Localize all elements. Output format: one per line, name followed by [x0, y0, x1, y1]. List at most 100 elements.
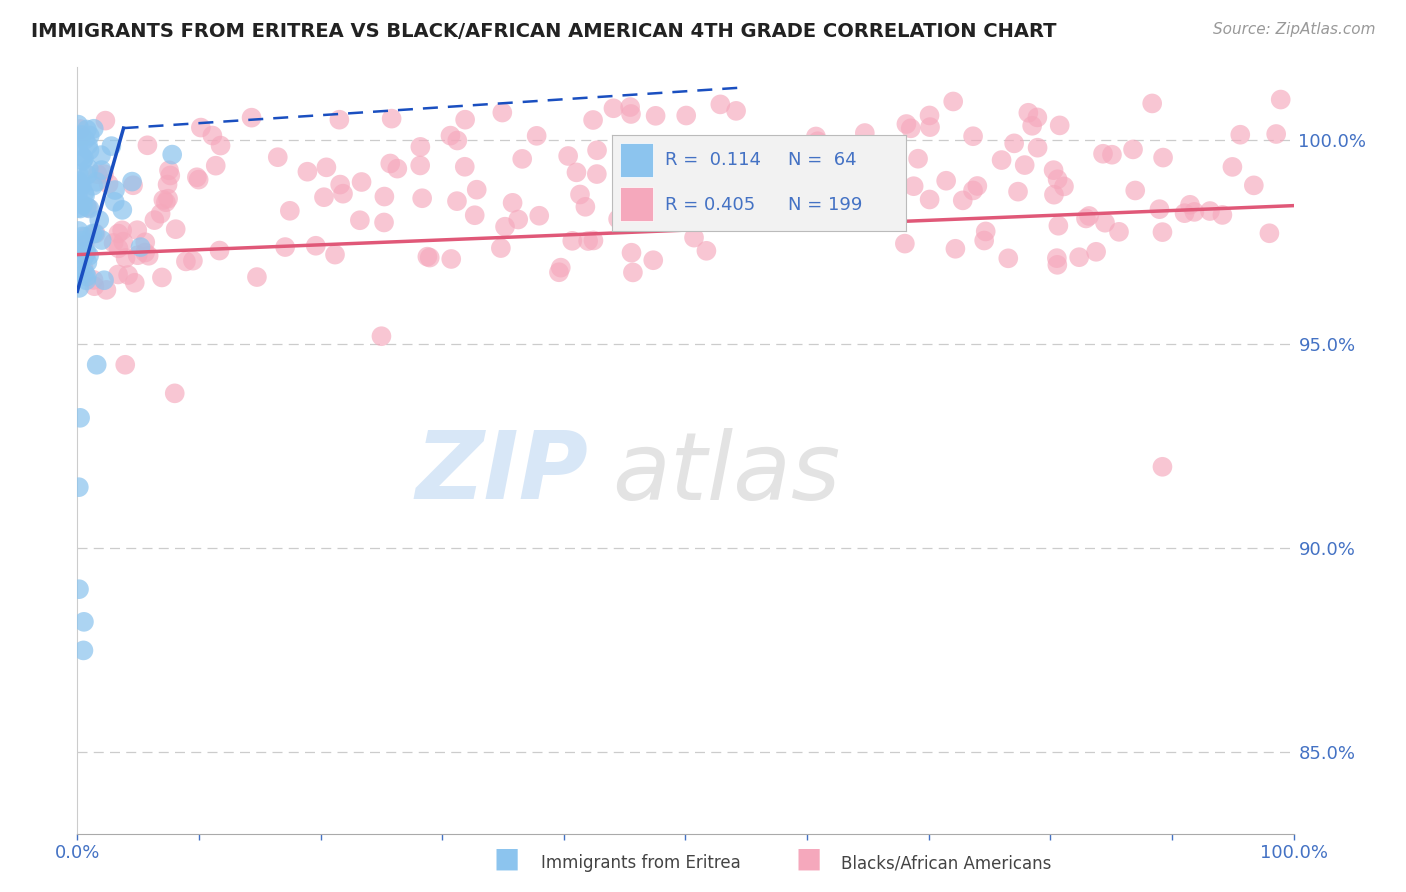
Point: [114, 358, 136, 372]
Point: [582, 113, 605, 128]
Point: [67, 224, 90, 238]
Point: [66, 201, 89, 215]
Point: [107, 227, 129, 241]
Point: [565, 165, 588, 179]
Point: [1092, 146, 1115, 161]
Point: [683, 137, 706, 152]
Point: [974, 224, 997, 238]
Point: [1270, 93, 1292, 107]
Point: [1265, 127, 1288, 141]
Text: ■: ■: [796, 845, 821, 872]
Point: [67, 582, 90, 597]
Point: [373, 215, 395, 229]
Point: [350, 175, 373, 189]
Point: [832, 156, 855, 170]
Point: [129, 240, 152, 254]
Text: N = 199: N = 199: [789, 195, 862, 214]
Point: [90, 148, 112, 162]
Point: [853, 126, 876, 140]
Point: [72, 198, 94, 212]
Point: [586, 143, 609, 157]
Text: R = 0.405: R = 0.405: [665, 195, 755, 214]
Point: [855, 207, 877, 221]
Point: [1211, 208, 1233, 222]
Point: [1229, 128, 1251, 142]
Text: Immigrants from Eritrea: Immigrants from Eritrea: [541, 855, 741, 872]
Point: [107, 241, 129, 255]
Point: [1043, 187, 1066, 202]
Point: [86, 167, 108, 181]
Text: N =  64: N = 64: [789, 152, 856, 169]
Point: [70, 129, 93, 144]
Point: [240, 111, 263, 125]
Point: [103, 235, 125, 250]
Point: [79, 202, 101, 216]
Point: [918, 120, 941, 135]
Point: [117, 268, 139, 282]
Point: [1085, 244, 1108, 259]
Point: [124, 276, 146, 290]
Point: [607, 212, 630, 227]
Point: [962, 183, 984, 197]
Point: [825, 146, 848, 161]
Point: [67, 131, 90, 145]
Point: [1152, 151, 1174, 165]
Point: [548, 265, 571, 279]
Point: [315, 161, 337, 175]
Point: [174, 254, 197, 268]
Point: [75, 230, 97, 244]
Point: [66, 138, 89, 153]
Text: Blacks/African Americans: Blacks/African Americans: [841, 855, 1052, 872]
Point: [267, 150, 290, 164]
Point: [807, 134, 830, 148]
Point: [711, 194, 734, 209]
Point: [75, 132, 97, 146]
Point: [86, 175, 108, 189]
Point: [143, 213, 166, 227]
Point: [82, 178, 104, 193]
Point: [187, 172, 209, 186]
Point: [1078, 209, 1101, 223]
Point: [1173, 206, 1195, 220]
Point: [1074, 211, 1097, 226]
Point: [69, 177, 91, 191]
Point: [373, 189, 395, 203]
Point: [1178, 198, 1201, 212]
Point: [1140, 96, 1163, 111]
Point: [72, 643, 94, 657]
Point: [77, 161, 100, 176]
Point: [962, 129, 984, 144]
Point: [440, 252, 463, 266]
Point: [749, 200, 772, 214]
Point: [966, 179, 988, 194]
Point: [446, 194, 468, 208]
Point: [439, 128, 461, 143]
Point: [619, 100, 641, 114]
Point: [111, 223, 134, 237]
Point: [96, 283, 118, 297]
Point: [83, 121, 105, 136]
Point: [446, 134, 468, 148]
Point: [69, 202, 91, 216]
Point: [526, 128, 548, 143]
Point: [627, 196, 650, 211]
Point: [76, 269, 98, 284]
Text: R =  0.114: R = 0.114: [665, 152, 761, 169]
Point: [90, 163, 112, 178]
Point: [574, 200, 596, 214]
Point: [97, 177, 120, 191]
Point: [122, 178, 145, 193]
Point: [510, 152, 533, 166]
Point: [83, 273, 105, 287]
Point: [997, 252, 1019, 266]
Point: [72, 229, 94, 244]
Point: [725, 103, 748, 118]
Point: [557, 149, 579, 163]
Point: [602, 101, 624, 115]
Point: [952, 194, 974, 208]
Point: [1069, 250, 1091, 264]
Point: [73, 249, 96, 263]
Point: [489, 241, 512, 255]
Point: [89, 213, 111, 227]
Point: [1123, 184, 1146, 198]
